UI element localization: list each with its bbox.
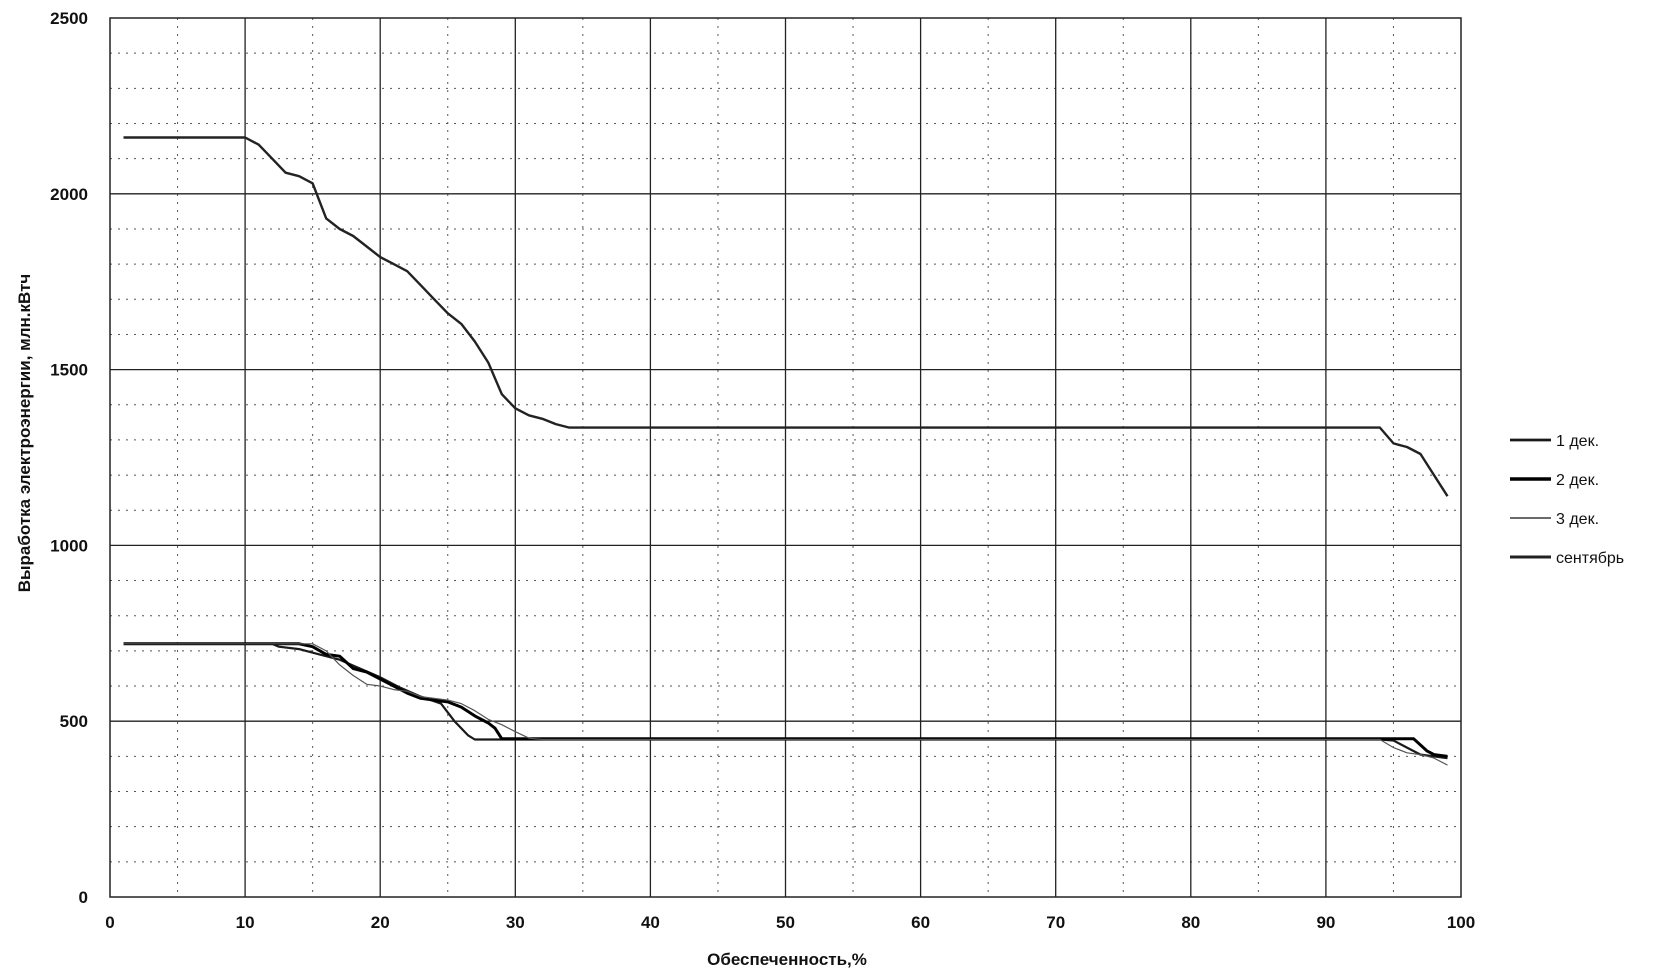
series-layer <box>123 136 1449 766</box>
y-axis-title: Выработка электроэнергии, млн.кВтч <box>15 274 34 593</box>
minor-grid <box>110 18 1461 897</box>
y-tick-label: 1500 <box>50 361 88 380</box>
x-tick-label: 100 <box>1447 913 1475 932</box>
y-axis-tick-labels: 0 500 1000 1500 2000 2500 <box>50 9 88 907</box>
y-tick-label: 1000 <box>50 536 88 555</box>
major-grid <box>110 18 1461 897</box>
series-line-3 <box>123 643 1448 766</box>
x-tick-label: 10 <box>236 913 255 932</box>
x-tick-label: 30 <box>506 913 525 932</box>
x-tick-label: 0 <box>105 913 114 932</box>
y-tick-label: 2000 <box>50 185 88 204</box>
legend: 1 дек. 2 дек. 3 дек. сентябрь <box>1510 433 1624 567</box>
legend-label: 2 дек. <box>1556 472 1599 489</box>
x-tick-label: 40 <box>641 913 660 932</box>
legend-label: 1 дек. <box>1556 433 1599 450</box>
legend-label: 3 дек. <box>1556 511 1599 528</box>
x-tick-label: 50 <box>776 913 795 932</box>
legend-label: сентябрь <box>1556 550 1624 567</box>
x-axis-title: Обеспеченность,% <box>707 950 867 969</box>
x-tick-label: 20 <box>371 913 390 932</box>
y-tick-label: 500 <box>60 712 88 731</box>
y-tick-label: 2500 <box>50 9 88 28</box>
x-tick-label: 70 <box>1046 913 1065 932</box>
x-axis-tick-labels: 0 10 20 30 40 50 60 70 80 90 100 <box>105 913 1475 932</box>
y-tick-label: 0 <box>79 888 88 907</box>
plot-area-frame <box>109 17 1462 898</box>
x-tick-label: 60 <box>911 913 930 932</box>
series-line-1 <box>123 642 1448 760</box>
series-line-4 <box>123 136 1449 497</box>
x-tick-label: 90 <box>1316 913 1335 932</box>
x-tick-label: 80 <box>1181 913 1200 932</box>
series-line-2 <box>123 642 1448 758</box>
